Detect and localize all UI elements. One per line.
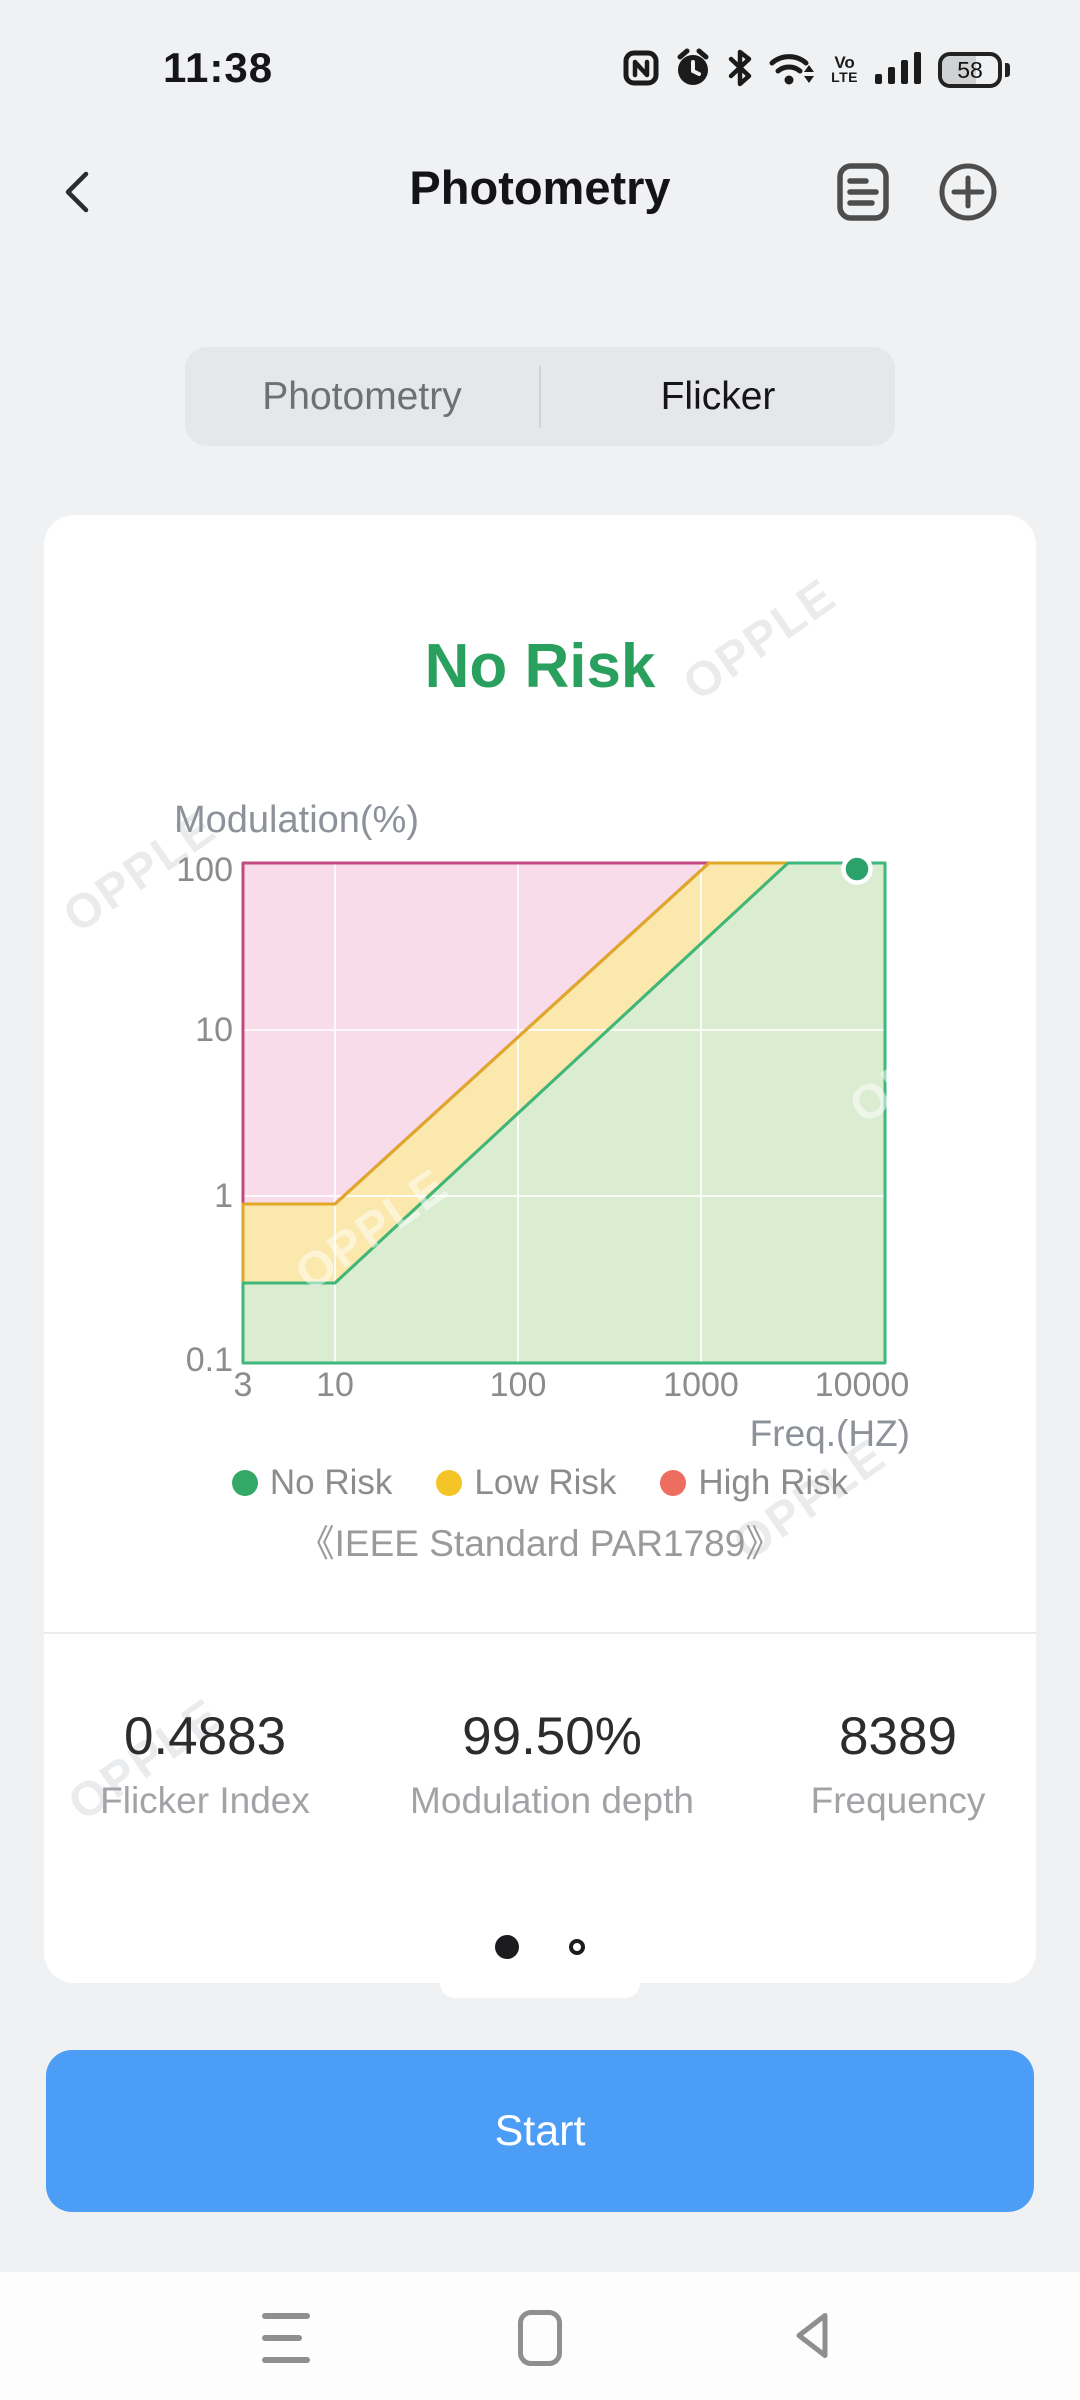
legend-label: High Risk	[698, 1463, 849, 1502]
x-tick-1000: 1000	[663, 1366, 739, 1404]
back-button[interactable]	[52, 164, 108, 220]
high-risk-dot-icon	[660, 1470, 687, 1496]
back-triangle-icon	[796, 2313, 828, 2358]
low-risk-dot-icon	[436, 1470, 463, 1496]
stat-label: Modulation depth	[410, 1780, 694, 1821]
tab-flicker[interactable]: Flicker	[660, 374, 776, 418]
no-risk-border	[241, 861, 887, 1365]
records-button[interactable]	[836, 162, 890, 227]
mode-tabs: Photometry Flicker	[185, 347, 895, 446]
standard-reference: 《IEEE Standard PAR1789》	[297, 1523, 783, 1564]
stat-value: 8389	[839, 1707, 957, 1766]
stat-flicker-index: 0.4883 Flicker Index	[100, 1707, 310, 1823]
no-risk-dot-icon	[231, 1470, 258, 1496]
add-plus-icon	[939, 163, 997, 221]
battery-nub	[1005, 63, 1010, 77]
low-risk-region	[243, 863, 788, 1283]
nfc-icon	[623, 50, 659, 91]
tab-photometry[interactable]: Photometry	[262, 374, 462, 418]
x-tick-100: 100	[489, 1366, 547, 1404]
stats-divider	[44, 1632, 1036, 1634]
tab-divider	[539, 365, 541, 428]
battery-fill	[942, 56, 976, 84]
card-bottom-tab	[440, 1983, 640, 1998]
high-risk-region	[243, 863, 709, 1204]
y-tick-100: 100	[176, 851, 233, 889]
stat-modulation-depth: 99.50% Modulation depth	[410, 1707, 694, 1823]
x-tick-10: 10	[316, 1366, 354, 1404]
records-document-icon	[837, 163, 889, 221]
x-axis-label: Freq.(HZ)	[749, 1413, 910, 1454]
measurement-point	[841, 853, 873, 885]
legend-low-risk: Low Risk	[436, 1463, 616, 1503]
wifi-icon	[768, 48, 816, 93]
x-tick-3: 3	[233, 1366, 253, 1404]
flicker-result-card: OPPLE OPPLE No Risk Modulation(%) 100 10…	[44, 515, 1036, 1983]
start-button[interactable]: Start	[46, 2050, 1034, 2212]
add-button[interactable]	[936, 160, 1000, 229]
x-tick-10000: 10000	[814, 1366, 910, 1404]
nav-home-button[interactable]	[518, 2310, 562, 2366]
y-tick-0p1: 0.1	[185, 1341, 233, 1379]
legend-label: No Risk	[269, 1463, 393, 1502]
page-dot-inactive[interactable]	[569, 1939, 585, 1955]
battery-percent: 58	[957, 56, 983, 83]
menu-icon	[262, 2313, 310, 2363]
page-title: Photometry	[409, 161, 671, 214]
page-dot-active[interactable]	[495, 1935, 519, 1959]
bluetooth-icon	[727, 48, 753, 93]
status-icons: Vo LTE 58	[623, 48, 1010, 92]
alarm-clock-icon	[674, 48, 712, 93]
home-square-icon	[518, 2310, 562, 2366]
stat-frequency: 8389 Frequency	[811, 1707, 986, 1823]
stat-value: 99.50%	[462, 1707, 642, 1766]
legend-no-risk: No Risk	[231, 1463, 393, 1503]
status-time: 11:38	[163, 44, 274, 91]
flicker-risk-chart	[241, 853, 887, 1365]
system-nav-bar	[0, 2272, 1080, 2400]
legend-label: Low Risk	[474, 1463, 617, 1502]
risk-result: No Risk	[424, 632, 656, 701]
back-chevron-icon	[65, 171, 89, 213]
stat-value: 0.4883	[123, 1707, 287, 1766]
y-tick-10: 10	[195, 1011, 233, 1049]
battery-icon: 58	[938, 52, 1002, 88]
legend-high-risk: High Risk	[660, 1463, 848, 1503]
y-tick-1: 1	[214, 1177, 233, 1215]
stat-label: Frequency	[810, 1780, 986, 1821]
start-button-label: Start	[494, 2106, 586, 2155]
nav-menu-button[interactable]	[262, 2297, 310, 2379]
nav-back-button[interactable]	[789, 2308, 835, 2369]
page-indicator	[44, 1935, 1036, 1959]
volte-badge: Vo LTE	[831, 53, 858, 85]
gridlines	[243, 863, 885, 1363]
chart-legend: No Risk Low Risk High Risk	[44, 1463, 1036, 1503]
signal-bars-icon	[873, 48, 923, 93]
y-axis-label: Modulation(%)	[174, 799, 419, 841]
stat-label: Flicker Index	[100, 1780, 310, 1821]
no-risk-region	[243, 863, 885, 1363]
